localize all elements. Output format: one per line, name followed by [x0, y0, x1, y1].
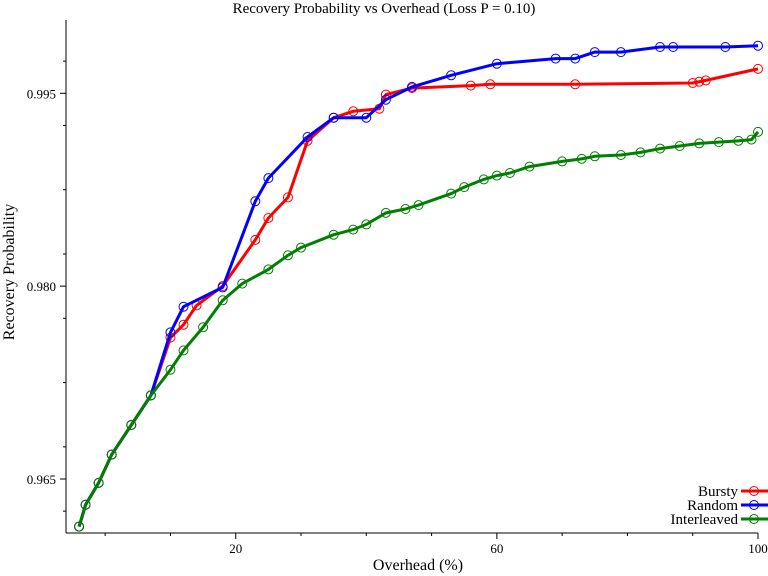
data-point-interleaved	[400, 204, 411, 214]
x-axis-label: Overhead (%)	[373, 557, 463, 574]
series-line-random	[77, 44, 759, 528]
data-point-interleaved	[380, 207, 391, 218]
data-point-interleaved	[504, 168, 515, 178]
legend-marker-interleaved	[749, 514, 759, 524]
data-point-random	[720, 42, 731, 52]
y-tick-label: 0.980	[27, 279, 56, 294]
axes: 0.965 0.980 0.995 20 60 100	[27, 20, 768, 556]
data-point-bursty	[687, 78, 698, 88]
data-point-random	[217, 282, 228, 293]
series-line-bursty	[77, 67, 759, 528]
data-point-interleaved	[589, 151, 600, 162]
data-point-interleaved	[296, 242, 307, 253]
chart-title: Recovery Probability vs Overhead (Loss P…	[233, 1, 536, 17]
data-point-interleaved	[635, 147, 646, 158]
data-point-interleaved	[459, 182, 470, 193]
data-point-interleaved	[753, 126, 763, 137]
data-point-random	[570, 53, 581, 64]
data-point-interleaved	[557, 156, 568, 167]
data-point-interleaved	[348, 224, 359, 235]
data-point-interleaved	[694, 138, 705, 149]
legend-label-bursty: Bursty	[698, 484, 739, 500]
legend-marker-random	[749, 500, 759, 510]
legend-marker-bursty	[749, 486, 759, 496]
data-point-interleaved	[361, 219, 372, 230]
data-point-random	[589, 47, 600, 58]
data-point-bursty	[282, 192, 293, 203]
y-tick-label: 0.965	[27, 472, 56, 487]
y-axis-label: Recovery Probability	[1, 204, 18, 340]
x-tick-label: 100	[748, 541, 768, 556]
series-bursty	[74, 63, 763, 532]
data-point-interleaved	[615, 150, 626, 160]
data-point-interleaved	[491, 170, 502, 181]
data-point-interleaved	[282, 250, 293, 261]
data-point-interleaved	[733, 135, 744, 146]
data-point-interleaved	[237, 278, 248, 289]
data-point-bursty	[178, 319, 189, 330]
data-point-random	[328, 112, 339, 123]
data-point-interleaved	[746, 134, 757, 145]
data-point-random	[165, 327, 176, 338]
data-point-interleaved	[655, 143, 666, 154]
data-point-random	[550, 53, 561, 64]
data-point-bursty	[694, 76, 705, 87]
data-point-interleaved	[524, 161, 535, 172]
data-point-bursty	[250, 234, 261, 245]
data-point-interleaved	[413, 200, 424, 211]
data-point-random	[302, 132, 313, 142]
data-point-interleaved	[74, 521, 85, 532]
x-tick-label: 20	[229, 541, 242, 556]
data-point-interleaved	[713, 137, 724, 148]
data-point-bursty	[570, 79, 581, 90]
data-point-interleaved	[80, 499, 91, 510]
data-point-interleaved	[93, 477, 104, 488]
data-point-interleaved	[165, 364, 176, 375]
legend-label-random: Random	[687, 498, 738, 514]
data-point-random	[753, 40, 763, 51]
x-tick-label: 60	[490, 541, 503, 556]
data-point-random	[407, 81, 417, 92]
data-point-interleaved	[178, 345, 189, 356]
data-point-random	[178, 301, 189, 312]
data-point-random	[250, 196, 261, 207]
data-point-random	[615, 47, 626, 58]
data-point-random	[361, 112, 372, 123]
y-tick-label: 0.995	[27, 86, 56, 101]
series-random	[74, 40, 763, 532]
data-point-bursty	[753, 63, 763, 74]
data-point-interleaved	[478, 174, 489, 185]
data-point-interleaved	[263, 264, 274, 275]
data-point-random	[263, 173, 274, 184]
data-point-bursty	[465, 80, 476, 91]
data-point-interleaved	[217, 295, 228, 306]
data-point-random	[380, 94, 391, 105]
data-point-interleaved	[126, 420, 137, 430]
data-point-random	[446, 70, 457, 81]
data-point-interleaved	[145, 390, 156, 401]
data-point-bursty	[700, 75, 711, 86]
data-point-random	[668, 42, 679, 52]
legend-label-interleaved: Interleaved	[671, 512, 739, 528]
data-point-interleaved	[198, 322, 209, 333]
data-point-random	[491, 58, 502, 69]
data-point-interleaved	[106, 449, 117, 460]
series-line-interleaved	[77, 130, 760, 528]
series-layer	[74, 40, 763, 532]
data-point-interleaved	[576, 153, 587, 164]
series-interleaved	[74, 126, 763, 532]
data-point-bursty	[263, 213, 274, 223]
data-point-interleaved	[674, 141, 685, 151]
data-point-interleaved	[446, 188, 457, 199]
data-point-bursty	[348, 106, 359, 117]
data-point-interleaved	[328, 229, 339, 240]
data-point-random	[655, 42, 666, 52]
data-point-bursty	[485, 79, 496, 90]
